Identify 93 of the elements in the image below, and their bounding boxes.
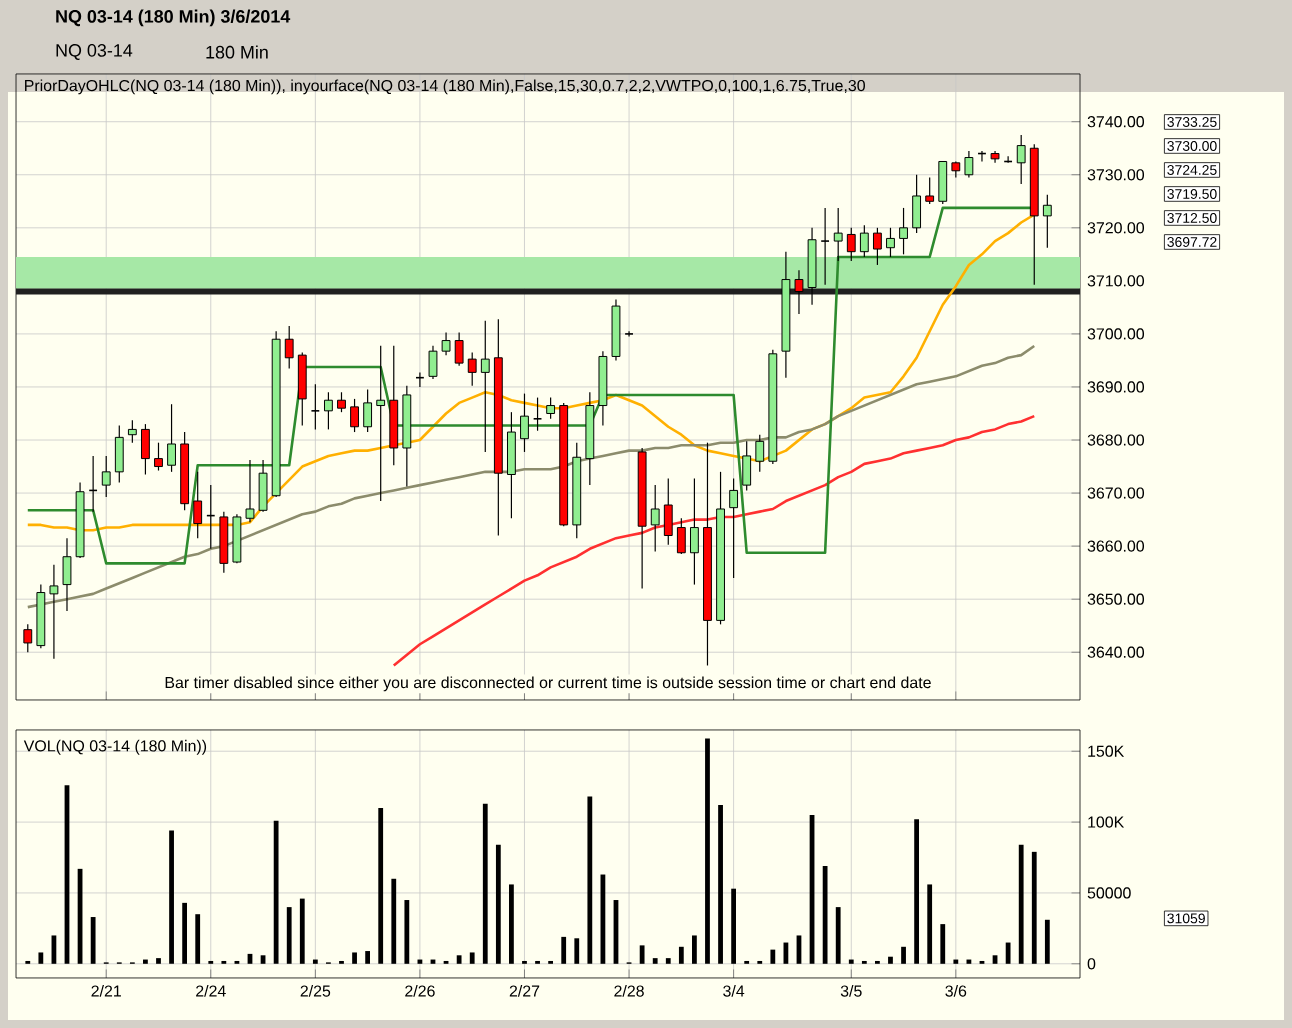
bar bbox=[705, 738, 710, 964]
bar bbox=[1005, 942, 1011, 964]
bar bbox=[574, 938, 580, 964]
bar bbox=[391, 878, 397, 964]
candlestick bbox=[350, 398, 359, 433]
candlestick bbox=[925, 176, 935, 205]
candlestick bbox=[872, 227, 882, 266]
candlestick bbox=[624, 330, 634, 338]
candlestick bbox=[363, 389, 373, 433]
candlestick bbox=[663, 477, 673, 546]
bar bbox=[1044, 919, 1050, 964]
candlestick bbox=[899, 207, 908, 255]
bar bbox=[678, 946, 684, 964]
candlestick bbox=[846, 227, 856, 262]
bar bbox=[822, 866, 828, 964]
candlestick bbox=[1042, 194, 1052, 249]
candlestick bbox=[167, 403, 176, 473]
candlestick bbox=[532, 396, 543, 432]
candlestick bbox=[310, 383, 321, 431]
candlestick bbox=[154, 442, 163, 472]
bar bbox=[90, 917, 96, 964]
candlestick bbox=[886, 227, 895, 258]
candlestick bbox=[480, 320, 490, 453]
bar bbox=[888, 956, 893, 964]
bar bbox=[770, 949, 776, 964]
bar bbox=[469, 952, 475, 964]
candlestick bbox=[23, 623, 33, 653]
candlestick bbox=[689, 477, 699, 586]
candlestick bbox=[820, 207, 830, 286]
bar bbox=[940, 924, 946, 964]
bar bbox=[352, 952, 357, 964]
candlestick bbox=[859, 224, 869, 258]
bar bbox=[495, 844, 501, 964]
bar bbox=[665, 958, 671, 964]
bar bbox=[169, 830, 174, 964]
bar bbox=[299, 898, 305, 964]
bar bbox=[731, 888, 737, 964]
candlestick bbox=[467, 351, 477, 387]
candlestick bbox=[742, 440, 752, 492]
candlestick bbox=[389, 345, 399, 466]
bar bbox=[273, 820, 279, 964]
bar bbox=[718, 805, 723, 964]
bar bbox=[1018, 844, 1024, 964]
candlestick bbox=[1016, 134, 1026, 185]
bar bbox=[835, 907, 841, 964]
bar bbox=[482, 803, 488, 964]
candlestick bbox=[127, 419, 137, 444]
candlestick bbox=[141, 423, 150, 476]
candlestick bbox=[284, 325, 294, 369]
candlestick bbox=[49, 564, 59, 660]
candlestick bbox=[650, 484, 660, 553]
candlestick bbox=[114, 424, 124, 484]
candlestick bbox=[454, 331, 464, 367]
candlestick bbox=[232, 513, 242, 564]
bar bbox=[195, 914, 201, 964]
bar bbox=[639, 945, 645, 964]
bar bbox=[182, 902, 188, 964]
candlestick bbox=[101, 455, 111, 498]
candlestick bbox=[324, 391, 333, 431]
bar bbox=[901, 946, 906, 964]
bar bbox=[1031, 851, 1037, 964]
bar bbox=[365, 951, 371, 964]
candlestick bbox=[912, 174, 922, 234]
bar bbox=[652, 958, 658, 964]
candlestick bbox=[964, 150, 974, 179]
text: 180 Min bbox=[206, 45, 268, 59]
chart-title: NQ 03-14 (180 Min) 3/6/2014 bbox=[56, 9, 291, 27]
candlestick bbox=[938, 160, 948, 205]
bar bbox=[456, 955, 462, 964]
bar bbox=[927, 884, 933, 964]
candlestick bbox=[297, 351, 307, 427]
bar bbox=[156, 958, 161, 964]
bar bbox=[914, 819, 920, 964]
candlestick bbox=[506, 411, 516, 519]
candlestick bbox=[676, 517, 686, 555]
bar bbox=[286, 907, 292, 964]
candlestick bbox=[729, 477, 739, 579]
candlestick bbox=[755, 434, 765, 473]
bar bbox=[561, 936, 567, 964]
candlestick bbox=[193, 471, 203, 539]
bar bbox=[692, 935, 697, 964]
candlestick bbox=[337, 391, 346, 413]
candlestick bbox=[546, 396, 556, 420]
bar bbox=[378, 807, 384, 964]
bar bbox=[38, 952, 44, 964]
text: NQ 03-14 bbox=[56, 44, 133, 60]
bar bbox=[587, 796, 593, 964]
candlestick bbox=[219, 511, 229, 574]
candlestick bbox=[520, 393, 529, 453]
candlestick bbox=[376, 345, 386, 502]
bar bbox=[509, 884, 514, 964]
candlestick bbox=[833, 207, 843, 262]
bar bbox=[404, 900, 410, 964]
